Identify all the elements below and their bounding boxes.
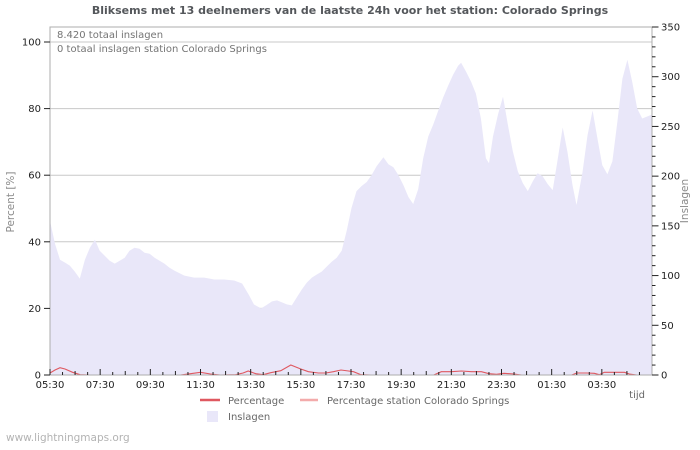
- x-axis-tick-label: 23:30: [487, 380, 516, 391]
- legend-item-percentage-station: Percentage station Colorado Springs: [300, 396, 509, 407]
- right-axis-tick-label: 150: [661, 221, 680, 232]
- right-axis-tick-label: 50: [661, 321, 674, 332]
- right-axis-tick-label: 300: [661, 72, 680, 83]
- axis-tick-labels: 05:30 07:30 09:30 11:30 13:30 15:30 17:30 19:30…: [22, 23, 680, 392]
- right-axis-tick-label: 100: [661, 271, 680, 282]
- left-axis-tick-label: 100: [22, 38, 41, 49]
- chart-title: Bliksems met 13 deelnemers van de laatst…: [92, 4, 609, 17]
- legend-label-inslagen: Inslagen: [228, 412, 270, 423]
- annotation-station-total-strikes: 0 totaal inslagen station Colorado Sprin…: [57, 44, 267, 55]
- left-axis-tick-label: 0: [35, 371, 41, 382]
- x-axis-tick-label: 11:30: [186, 380, 215, 391]
- right-axis-title: Inslagen: [679, 179, 691, 223]
- x-axis-tick-label: 13:30: [236, 380, 265, 391]
- left-axis-tick-label: 20: [28, 304, 41, 315]
- inslagen-area-series: [50, 59, 652, 376]
- inslagen-area-swatch: [207, 411, 218, 422]
- left-axis-tick-label: 80: [28, 104, 41, 115]
- series-layer: [49, 59, 652, 376]
- legend-label-percentage-station: Percentage station Colorado Springs: [327, 396, 509, 407]
- x-axis-tick-label: 15:30: [286, 380, 315, 391]
- x-axis-tick-label: 09:30: [136, 380, 165, 391]
- x-axis-tick-label: 19:30: [387, 380, 416, 391]
- x-axis-tick-label: 01:30: [537, 380, 566, 391]
- right-axis-tick-label: 200: [661, 172, 680, 183]
- legend-item-inslagen: Inslagen: [207, 411, 270, 423]
- x-axis-title: tijd: [629, 390, 645, 401]
- watermark: www.lightningmaps.org: [6, 432, 130, 444]
- legend-item-percentage: Percentage: [200, 396, 284, 407]
- x-axis-tick-label: 21:30: [437, 380, 466, 391]
- legend-label-percentage: Percentage: [228, 396, 284, 407]
- x-axis-tick-label: 05:30: [36, 380, 65, 391]
- left-axis-tick-label: 40: [28, 237, 41, 248]
- annotation-total-strikes: 8.420 totaal inslagen: [57, 30, 163, 41]
- right-axis-tick-label: 0: [661, 371, 667, 382]
- left-axis-title: Percent [%]: [5, 171, 17, 232]
- percentage-line-series: [49, 364, 652, 376]
- legend: Percentage Percentage station Colorado S…: [200, 396, 509, 423]
- x-axis-tick-label: 03:30: [587, 380, 616, 391]
- x-axis-tick-label: 07:30: [86, 380, 115, 391]
- axis-ticks: [44, 26, 659, 376]
- left-axis-tick-label: 60: [28, 171, 41, 182]
- right-axis-tick-label: 250: [661, 122, 680, 133]
- right-axis-tick-label: 350: [661, 23, 680, 34]
- x-axis-tick-label: 17:30: [337, 380, 366, 391]
